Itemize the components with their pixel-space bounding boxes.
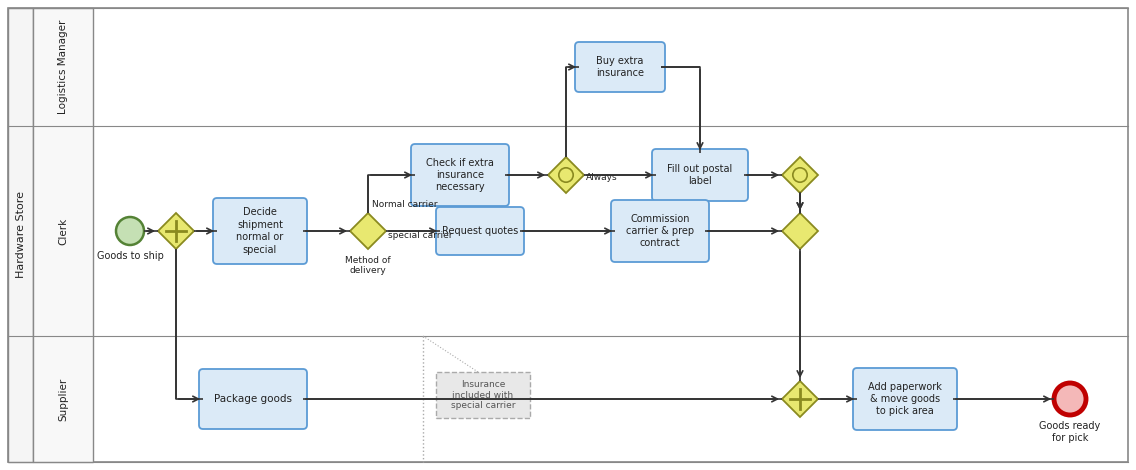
Text: Always: Always bbox=[586, 172, 618, 181]
Polygon shape bbox=[158, 213, 194, 249]
Bar bbox=[436, 372, 531, 418]
FancyBboxPatch shape bbox=[436, 207, 524, 255]
FancyBboxPatch shape bbox=[575, 42, 665, 92]
Text: Logistics Manager: Logistics Manager bbox=[58, 20, 68, 114]
Polygon shape bbox=[782, 157, 818, 193]
Text: special carrier: special carrier bbox=[389, 230, 452, 240]
Text: Goods ready
for pick: Goods ready for pick bbox=[1039, 421, 1101, 443]
Polygon shape bbox=[782, 213, 818, 249]
FancyBboxPatch shape bbox=[652, 149, 747, 201]
Polygon shape bbox=[350, 213, 386, 249]
Text: Package goods: Package goods bbox=[214, 394, 292, 404]
Text: Method of
delivery: Method of delivery bbox=[345, 256, 391, 275]
Text: Add paperwork
& move goods
to pick area: Add paperwork & move goods to pick area bbox=[868, 382, 942, 416]
Bar bbox=[33, 8, 93, 462]
Circle shape bbox=[1054, 383, 1086, 415]
Text: Supplier: Supplier bbox=[58, 377, 68, 421]
Text: Goods to ship: Goods to ship bbox=[97, 251, 164, 261]
Circle shape bbox=[116, 217, 144, 245]
Polygon shape bbox=[782, 381, 818, 417]
Text: Check if extra
insurance
necessary: Check if extra insurance necessary bbox=[426, 157, 494, 192]
Bar bbox=[8, 8, 33, 462]
FancyBboxPatch shape bbox=[853, 368, 957, 430]
FancyBboxPatch shape bbox=[611, 200, 709, 262]
Text: Request quotes: Request quotes bbox=[442, 226, 518, 236]
FancyBboxPatch shape bbox=[411, 144, 509, 206]
Text: Commission
carrier & prep
contract: Commission carrier & prep contract bbox=[626, 213, 694, 249]
Text: Fill out postal
label: Fill out postal label bbox=[667, 164, 733, 186]
Text: Clerk: Clerk bbox=[58, 217, 68, 244]
FancyBboxPatch shape bbox=[199, 369, 307, 429]
FancyBboxPatch shape bbox=[214, 198, 307, 264]
Text: Buy extra
insurance: Buy extra insurance bbox=[596, 56, 644, 78]
Text: Normal carrier: Normal carrier bbox=[371, 200, 437, 209]
Text: Insurance
included with
special carrier: Insurance included with special carrier bbox=[451, 380, 516, 410]
Text: Hardware Store: Hardware Store bbox=[16, 191, 25, 279]
Text: Decide
shipment
normal or
special: Decide shipment normal or special bbox=[236, 207, 284, 255]
Polygon shape bbox=[548, 157, 584, 193]
